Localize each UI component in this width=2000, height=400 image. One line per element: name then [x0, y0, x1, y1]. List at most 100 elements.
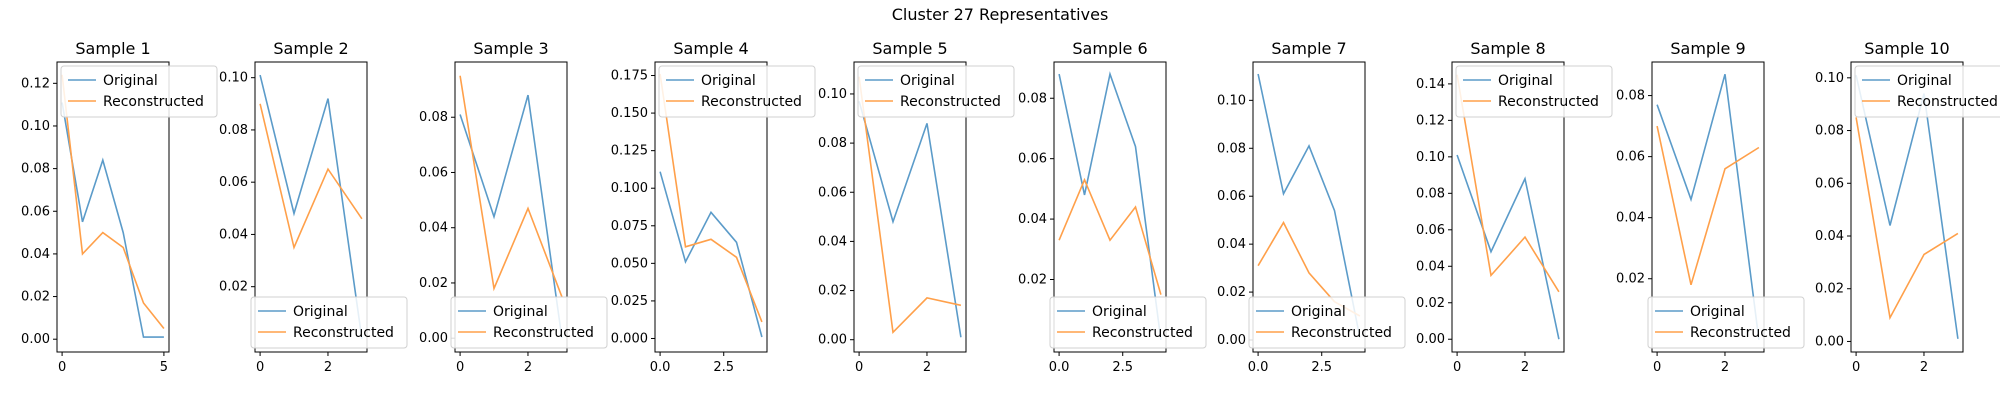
y-tick-label: 0.00	[419, 331, 448, 346]
x-tick-label: 0.0	[1248, 360, 1269, 375]
legend-label-original: Original	[1498, 73, 1553, 89]
y-tick-label: 0.00	[818, 333, 847, 348]
x-tick-label: 2	[923, 360, 931, 375]
series-line-original	[1855, 75, 1959, 339]
legend: Original Reconstructed	[857, 65, 1015, 118]
y-tick-label: 0.14	[1416, 77, 1445, 92]
legend-label-reconstructed: Reconstructed	[103, 94, 204, 110]
legend-box	[450, 296, 608, 349]
series-line-reconstructed	[61, 74, 165, 329]
legend: Original Reconstructed	[658, 65, 816, 118]
axes-frame	[1252, 61, 1366, 353]
legend-label-original: Original	[1897, 73, 1952, 89]
x-tick-label: 0	[1852, 360, 1860, 375]
y-tick-label: 0.06	[1815, 176, 1844, 191]
y-tick-label: 0.02	[21, 290, 50, 305]
y-tick-label: 0.10	[219, 71, 248, 86]
subplot-2: Sample 2 0.02 0.04 0.06 0.08 0.10 0 2 Original Re…	[219, 39, 408, 375]
legend-label-original: Original	[493, 304, 548, 320]
subplot-title: Sample 9	[1670, 39, 1745, 58]
y-tick-label: 0.04	[1616, 211, 1645, 226]
series-line-original	[1058, 71, 1162, 341]
series-line-original	[459, 94, 563, 339]
legend: Original Reconstructed	[1455, 65, 1613, 118]
legend-label-original: Original	[103, 73, 158, 89]
legend: Original Reconstructed	[1647, 296, 1805, 349]
legend-label-reconstructed: Reconstructed	[293, 325, 394, 341]
axes-frame	[654, 61, 768, 353]
legend-label-reconstructed: Reconstructed	[1498, 94, 1599, 110]
x-tick-label: 2	[324, 360, 332, 375]
y-tick-label: 0.04	[21, 247, 50, 262]
y-tick-label: 0.04	[1416, 259, 1445, 274]
subplot-1: Sample 1 0.00 0.02 0.04 0.06 0.08 0.10 0.12 0 5 Or…	[21, 39, 218, 375]
y-tick-label: 0.150	[611, 106, 648, 121]
x-tick-label: 0	[456, 360, 464, 375]
legend-label-original: Original	[900, 73, 955, 89]
y-tick-label: 0.10	[818, 87, 847, 102]
y-tick-label: 0.06	[1018, 152, 1047, 167]
y-tick-label: 0.08	[21, 162, 50, 177]
y-tick-label: 0.02	[1217, 285, 1246, 300]
axes-frame	[853, 61, 967, 353]
x-tick-label: 2.5	[1311, 360, 1332, 375]
legend-box	[60, 65, 218, 118]
series-line-reconstructed	[858, 76, 962, 335]
y-tick-label: 0.02	[419, 276, 448, 291]
axes-frame	[1651, 61, 1765, 353]
series-line-reconstructed	[459, 75, 563, 298]
y-tick-label: 0.06	[219, 175, 248, 190]
legend-label-reconstructed: Reconstructed	[1897, 94, 1998, 110]
y-tick-label: 0.025	[611, 294, 648, 309]
y-tick-label: 0.04	[419, 221, 448, 236]
subplot-9: Sample 9 0.02 0.04 0.06 0.08 0 2 Original Recons…	[1616, 39, 1805, 375]
series-line-reconstructed	[1656, 125, 1760, 286]
y-tick-label: 0.10	[1217, 93, 1246, 108]
y-tick-label: 0.10	[21, 119, 50, 134]
subplot-6: Sample 6 0.02 0.04 0.06 0.08 0.0 2.5 Original Re…	[1018, 39, 1207, 375]
y-tick-label: 0.08	[1616, 89, 1645, 104]
subplot-7: Sample 7 0.00 0.02 0.04 0.06 0.08 0.10 0.0 2.5 Or…	[1217, 39, 1406, 375]
axes-frame	[1053, 61, 1167, 353]
subplot-grid: Sample 10.000.020.040.060.080.100.120 5Or…	[21, 39, 2000, 375]
legend-box	[1455, 65, 1613, 118]
y-tick-label: 0.08	[219, 123, 248, 138]
legend-box	[1049, 296, 1207, 349]
series-line-original	[1456, 154, 1560, 340]
y-tick-label: 0.08	[419, 110, 448, 125]
y-tick-label: 0.04	[1815, 229, 1844, 244]
y-tick-label: 0.06	[21, 204, 50, 219]
y-tick-label: 0.02	[1018, 273, 1047, 288]
legend-box	[857, 65, 1015, 118]
series-line-original	[1656, 73, 1760, 340]
y-tick-label: 0.02	[219, 280, 248, 295]
subplot-8: Sample 8 0.00 0.02 0.04 0.06 0.08 0.10 0.12 0.14…	[1416, 39, 1613, 375]
legend-box	[1854, 65, 2000, 118]
y-tick-label: 0.02	[818, 284, 847, 299]
subplot-title: Sample 5	[872, 39, 947, 58]
legend: Original Reconstructed	[1248, 296, 1406, 349]
series-line-original	[61, 102, 164, 338]
legend: Original Reconstructed	[250, 296, 408, 349]
x-tick-label: 0.0	[650, 360, 671, 375]
legend-box	[250, 296, 408, 349]
subplot-title: Sample 3	[473, 39, 548, 58]
x-tick-label: 2.5	[1112, 360, 1133, 375]
y-tick-label: 0.06	[1416, 223, 1445, 238]
x-tick-label: 0	[1653, 360, 1661, 375]
y-tick-label: 0.00	[21, 332, 50, 347]
series-line-reconstructed	[259, 103, 363, 251]
series-line-original	[1257, 73, 1361, 338]
x-tick-label: 0	[58, 360, 66, 375]
legend-box	[1647, 296, 1805, 349]
y-tick-label: 0.04	[219, 227, 248, 242]
axes-frame	[254, 61, 368, 353]
subplot-4: Sample 4 0.000 0.025 0.050 0.075 0.100 0.125 0.…	[611, 39, 816, 375]
y-tick-label: 0.125	[611, 144, 648, 159]
y-tick-label: 0.04	[1217, 237, 1246, 252]
subplot-5: Sample 5 0.00 0.02 0.04 0.06 0.08 0.10 0 2 Origin…	[818, 39, 1015, 375]
legend-label-reconstructed: Reconstructed	[900, 94, 1001, 110]
y-tick-label: 0.175	[611, 69, 648, 84]
subplot-title: Sample 2	[273, 39, 348, 58]
y-tick-label: 0.000	[611, 331, 648, 346]
